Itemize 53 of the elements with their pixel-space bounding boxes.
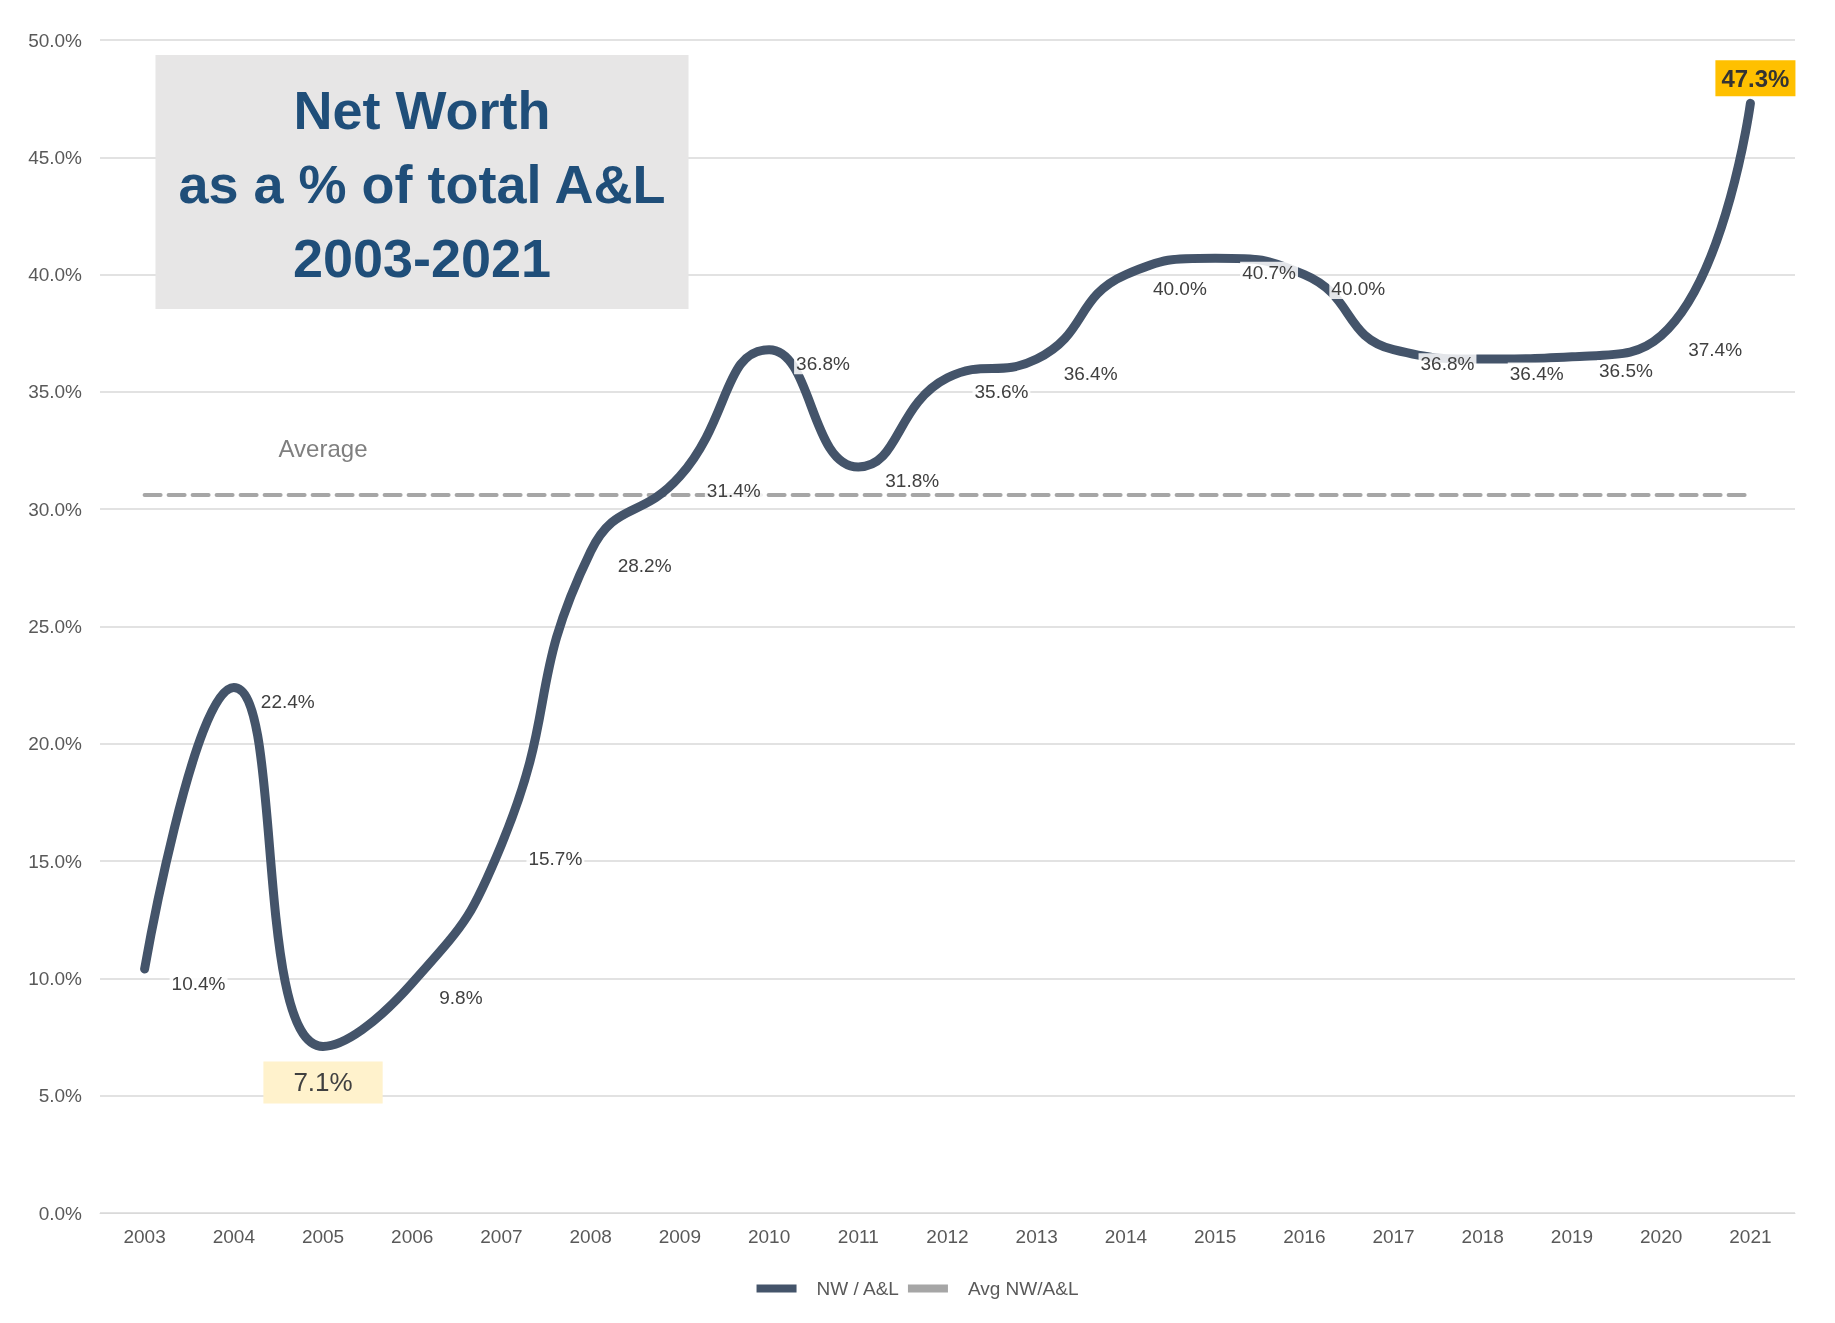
x-tick-label: 2021 [1729, 1226, 1772, 1247]
x-tick-label: 2015 [1193, 1226, 1237, 1247]
data-label: 15.7% [528, 848, 583, 870]
y-tick-label: 30.0% [28, 498, 83, 520]
y-tick-label: 40.0% [28, 264, 83, 286]
x-tick-label: 2019 [1550, 1226, 1594, 1247]
text: Net Worth as a % of total A&L 2003-2021 [178, 80, 666, 288]
x-tick-label: 2009 [658, 1226, 702, 1247]
data-label: 31.4% [706, 479, 761, 501]
x-tick-label: 2013 [1015, 1226, 1058, 1247]
y-tick-label: 35.0% [28, 381, 83, 403]
x-tick-label: 2006 [391, 1226, 434, 1247]
data-label: 37.4% [1688, 339, 1743, 361]
data-label: 36.4% [1509, 362, 1564, 384]
legend-label: NW / A&L [816, 1278, 899, 1299]
data-label: 36.8% [796, 353, 851, 375]
legend-label: Avg NW/A&L [967, 1278, 1079, 1299]
x-tick-label: 2005 [301, 1226, 345, 1247]
y-tick-label: 10.0% [28, 967, 83, 989]
data-label: 36.4% [1063, 362, 1118, 384]
x-tick-label: 2020 [1640, 1226, 1683, 1247]
annotation: Average [278, 434, 368, 462]
y-tick-label: 25.0% [28, 616, 83, 637]
x-tick-label: 2008 [569, 1226, 612, 1247]
x-tick-label: 2011 [837, 1226, 879, 1247]
x-tick-label: 2016 [1283, 1226, 1326, 1247]
data-label: 28.2% [617, 554, 672, 576]
data-label: 40.0% [1331, 278, 1386, 300]
y-tick-label: 50.0% [28, 29, 83, 51]
data-label: 7.1% [293, 1067, 353, 1098]
x-tick-label: 2007 [480, 1226, 523, 1247]
data-label: 22.4% [260, 691, 315, 712]
data-label: 31.8% [885, 470, 940, 492]
x-tick-label: 2004 [212, 1226, 256, 1247]
x-tick-label: 2010 [747, 1226, 791, 1247]
data-label: 36.8% [1420, 353, 1475, 375]
data-label: 10.4% [171, 972, 226, 994]
x-tick-label: 2003 [123, 1226, 166, 1247]
data-label: 36.5% [1598, 360, 1653, 382]
data-label: 40.7% [1242, 261, 1297, 283]
x-tick-label: 2014 [1104, 1226, 1148, 1247]
data-label: 40.0% [1152, 278, 1207, 300]
y-tick-label: 0.0% [38, 1202, 83, 1224]
data-label: 35.6% [974, 381, 1029, 403]
y-tick-label: 45.0% [28, 146, 83, 168]
data-label: 47.3% [1721, 64, 1790, 92]
x-tick-label: 2018 [1461, 1226, 1504, 1247]
x-tick-label: 2017 [1372, 1226, 1415, 1247]
y-tick-label: 5.0% [38, 1085, 83, 1107]
data-label: 9.8% [439, 986, 483, 1008]
x-tick-label: 2012 [926, 1226, 969, 1247]
y-tick-label: 15.0% [28, 850, 83, 872]
y-tick-label: 20.0% [28, 733, 83, 755]
